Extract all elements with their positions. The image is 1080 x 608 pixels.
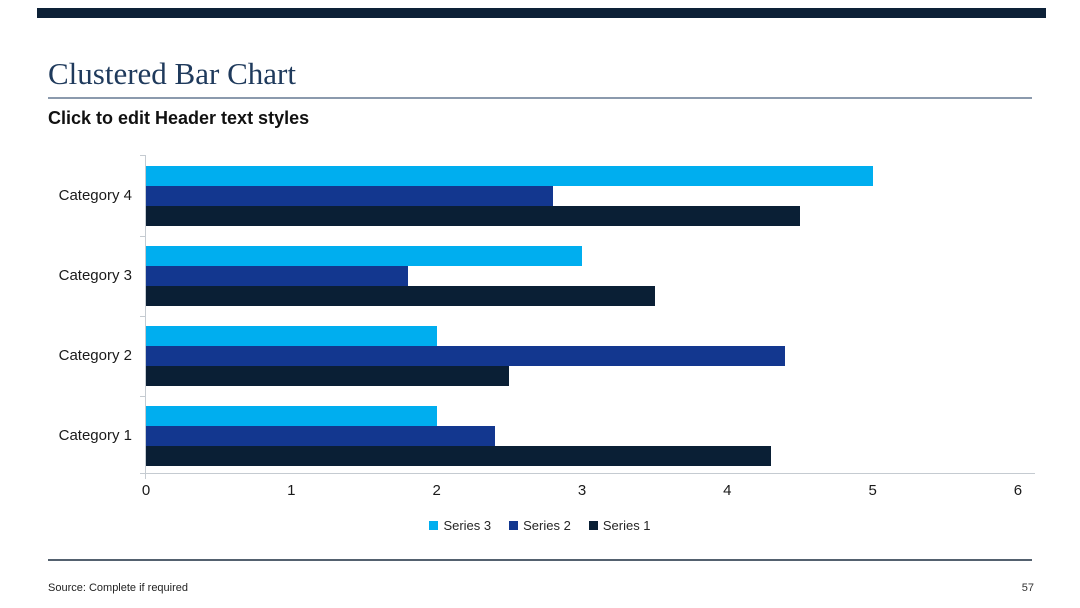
legend-item-series-1[interactable]: Series 1 [588,518,651,533]
category-axis-tick [140,236,145,237]
legend-item-series-2[interactable]: Series 2 [509,518,571,533]
legend-swatch-icon [588,521,598,530]
value-axis-line [145,473,1035,474]
legend-label: Series 3 [443,518,492,533]
bar-series-1-category-3[interactable] [146,286,655,306]
bar-series-1-category-4[interactable] [146,206,800,226]
x-tick-label: 4 [723,482,732,499]
bar-series-2-category-1[interactable] [146,426,495,446]
category-label: Category 1 [58,427,132,444]
category-label: Category 2 [58,347,132,364]
legend-label: Series 1 [602,518,651,533]
legend-label: Series 2 [523,518,571,533]
x-tick-label: 6 [1013,482,1023,499]
category-label: Category 3 [58,267,132,284]
header-text-placeholder[interactable]: Click to edit Header text styles [48,108,310,128]
bar-series-1-category-1[interactable] [146,446,771,466]
category-axis-tick [140,396,145,397]
x-tick-label: 2 [432,482,441,499]
bar-series-3-category-1[interactable] [146,406,437,426]
legend-swatch-icon [509,521,519,530]
x-tick-label: 0 [141,482,151,499]
title-divider [48,97,1032,99]
bar-series-3-category-3[interactable] [146,246,582,266]
slide-title[interactable]: Clustered Bar Chart [48,56,296,91]
bar-series-2-category-4[interactable] [146,186,553,206]
category-axis-tick [140,155,145,156]
category-axis-tick [140,316,145,317]
category-axis-tick [140,473,145,474]
top-accent-bar [37,8,1046,18]
legend-item-series-3[interactable]: Series 3 [429,518,491,533]
x-tick-label: 1 [287,482,296,499]
legend-swatch-icon [429,521,439,530]
x-tick-label: 5 [868,482,877,499]
bar-series-1-category-2[interactable] [146,366,510,386]
value-axis-tick [145,473,146,479]
bar-series-3-category-2[interactable] [146,326,437,346]
x-tick-label: 3 [577,482,587,499]
chart-legend: Series 3 Series 2 Series 1 [0,518,1080,533]
bar-series-3-category-4[interactable] [146,166,873,186]
page-number: 57 [1021,582,1034,594]
bar-series-2-category-2[interactable] [146,346,786,366]
category-axis-line [145,155,146,478]
category-label: Category 4 [58,187,132,204]
bar-series-2-category-3[interactable] [146,266,408,286]
source-text[interactable]: Source: Complete if required [48,582,189,594]
footer-divider [48,559,1032,561]
